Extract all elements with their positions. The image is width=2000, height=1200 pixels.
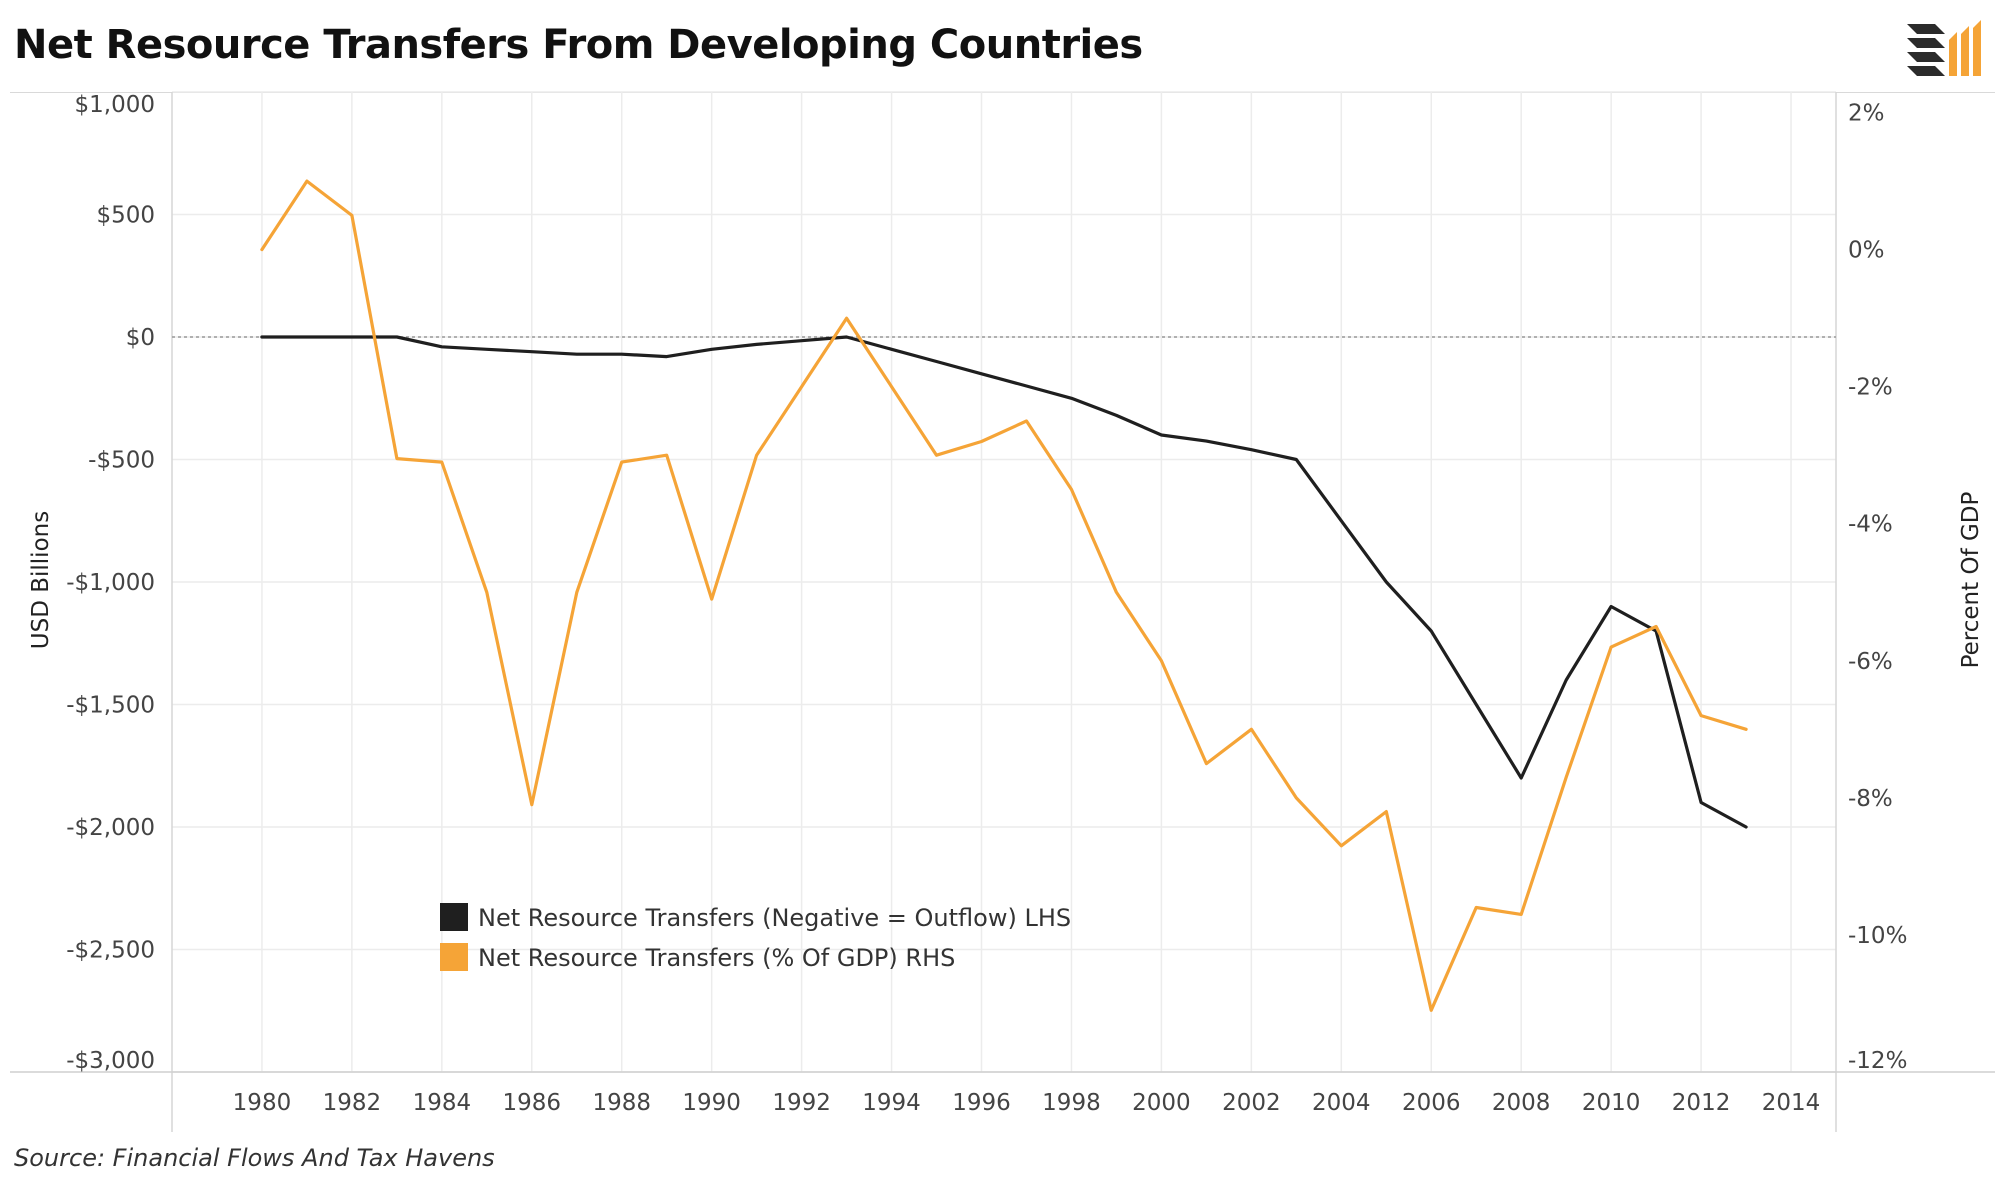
- x-tick-label: 1984: [413, 1090, 472, 1116]
- stacked-bars-logo-icon: [1907, 20, 1981, 76]
- x-tick-label: 1992: [772, 1090, 831, 1116]
- legend-swatch-lhs: [440, 903, 468, 931]
- y-tick-label-right: -4%: [1848, 512, 1893, 538]
- series-line-net-transfers-usd: [260, 335, 1748, 829]
- y-tick-label-left: $500: [96, 203, 155, 229]
- y-tick-label-left: -$3,000: [66, 1048, 155, 1074]
- y-tick-label-left: -$1,500: [66, 693, 155, 719]
- series-line-net-transfers-pct-gdp: [260, 179, 1748, 1012]
- y-tick-label-left: -$500: [88, 448, 155, 474]
- x-tick-label: 1982: [323, 1090, 382, 1116]
- x-tick-label: 1986: [503, 1090, 562, 1116]
- chart-frame: [10, 92, 1995, 1132]
- tick-label-layer: 1980 1982 1984 1986 1988 1990 1992 1994 1996 1998…: [66, 92, 1907, 1116]
- x-tick-label: 1998: [1042, 1090, 1101, 1116]
- y-axis-title-left: USD Billions: [28, 511, 54, 649]
- x-tick-label: 1994: [862, 1090, 921, 1116]
- x-tick-label: 2014: [1762, 1090, 1821, 1116]
- x-tick-label: 2010: [1582, 1090, 1641, 1116]
- y-tick-label-right: -12%: [1848, 1048, 1907, 1074]
- legend: Net Resource Transfers (Negative = Outfl…: [440, 903, 1071, 972]
- y-tick-label-right: 2%: [1848, 101, 1885, 127]
- y-tick-label-left: -$2,500: [66, 938, 155, 964]
- x-tick-label: 2012: [1672, 1090, 1731, 1116]
- legend-label-lhs: Net Resource Transfers (Negative = Outfl…: [478, 904, 1071, 932]
- y-tick-label-right: -8%: [1848, 786, 1893, 812]
- x-tick-label: 1980: [233, 1090, 292, 1116]
- x-tick-label: 2002: [1222, 1090, 1281, 1116]
- y-tick-label-right: -6%: [1848, 649, 1893, 675]
- legend-label-rhs: Net Resource Transfers (% Of GDP) RHS: [478, 944, 955, 972]
- series-layer: [260, 179, 1748, 1012]
- y-tick-label-left: -$2,000: [66, 815, 155, 841]
- y-tick-label-right: -10%: [1848, 923, 1907, 949]
- y-tick-label-right: -2%: [1848, 375, 1893, 401]
- x-tick-label: 2004: [1312, 1090, 1371, 1116]
- y-tick-label-right: 0%: [1848, 238, 1885, 264]
- grid-layer: [172, 91, 1836, 1073]
- source-note: Source: Financial Flows And Tax Havens: [14, 1144, 495, 1172]
- x-tick-label: 2000: [1132, 1090, 1191, 1116]
- x-tick-label: 1988: [592, 1090, 651, 1116]
- x-tick-label: 1990: [682, 1090, 741, 1116]
- y-axis-title-right: Percent Of GDP: [1958, 491, 1984, 668]
- chart-title: Net Resource Transfers From Developing C…: [14, 22, 1143, 68]
- x-tick-label: 2006: [1402, 1090, 1461, 1116]
- x-tick-label: 1996: [952, 1090, 1011, 1116]
- y-tick-label-left: $1,000: [75, 92, 155, 118]
- x-tick-label: 2008: [1492, 1090, 1551, 1116]
- y-tick-label-left: $0: [126, 325, 155, 351]
- legend-swatch-rhs: [440, 943, 468, 971]
- y-tick-label-left: -$1,000: [66, 570, 155, 596]
